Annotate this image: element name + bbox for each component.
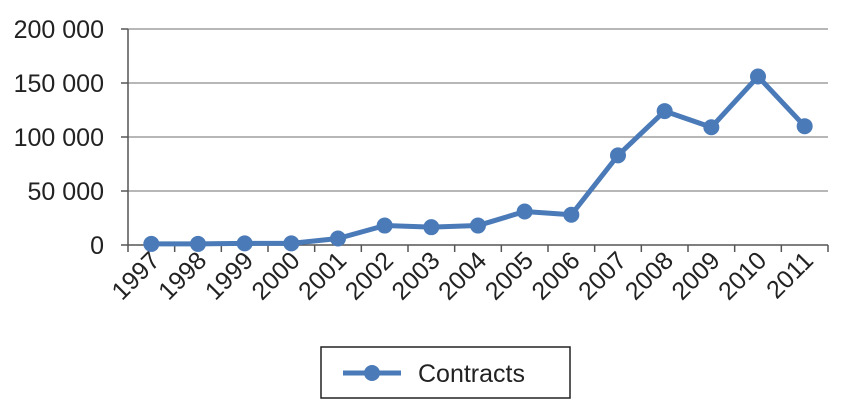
- y-tick-label: 50 000: [28, 178, 104, 206]
- x-tick-label: 2011: [761, 246, 819, 304]
- data-point: [610, 147, 626, 164]
- x-tick-label: 2003: [386, 246, 445, 305]
- y-tick-label: 0: [90, 232, 104, 260]
- data-point: [423, 219, 440, 236]
- series-group: [143, 68, 813, 252]
- data-point: [236, 235, 253, 252]
- x-tick-label: 2005: [480, 246, 539, 305]
- data-point: [470, 217, 486, 234]
- data-point: [143, 235, 160, 252]
- x-tick-label: 1997: [106, 246, 165, 305]
- x-tick-label: 2001: [293, 246, 352, 305]
- x-tick-label: 2007: [573, 246, 632, 305]
- legend-label: Contracts: [418, 360, 525, 388]
- data-point: [656, 103, 673, 120]
- grid-lines: [128, 28, 828, 192]
- data-point: [750, 68, 766, 85]
- x-tick-label: 2006: [526, 246, 585, 305]
- x-tick-label: 2000: [246, 246, 305, 305]
- data-point: [703, 119, 720, 136]
- y-tick-label: 150 000: [14, 70, 104, 98]
- x-tick-label: 2009: [666, 246, 725, 305]
- x-axis-tick-labels: 1997199819992000200120022003200420052006…: [106, 246, 818, 305]
- x-tick-label: 2004: [433, 246, 492, 305]
- data-point: [563, 206, 580, 223]
- legend: Contracts: [320, 346, 571, 399]
- data-point: [376, 217, 393, 234]
- data-point: [190, 235, 206, 252]
- x-tick-label: 1999: [200, 246, 259, 305]
- x-tick-label: 2008: [620, 246, 679, 305]
- legend-marker-swatch: [364, 365, 380, 381]
- y-tick-label: 200 000: [14, 16, 104, 44]
- x-tick-label: 1998: [153, 246, 212, 305]
- data-point: [516, 203, 533, 220]
- x-tick-label: 2002: [340, 246, 399, 305]
- data-point: [330, 230, 346, 247]
- y-tick-label: 100 000: [14, 124, 104, 152]
- x-tick-label: 2010: [713, 246, 772, 305]
- data-point: [796, 118, 813, 135]
- y-axis-tick-labels: 0 50 000 100 000 150 000 200 000: [14, 16, 104, 260]
- data-point: [283, 235, 300, 252]
